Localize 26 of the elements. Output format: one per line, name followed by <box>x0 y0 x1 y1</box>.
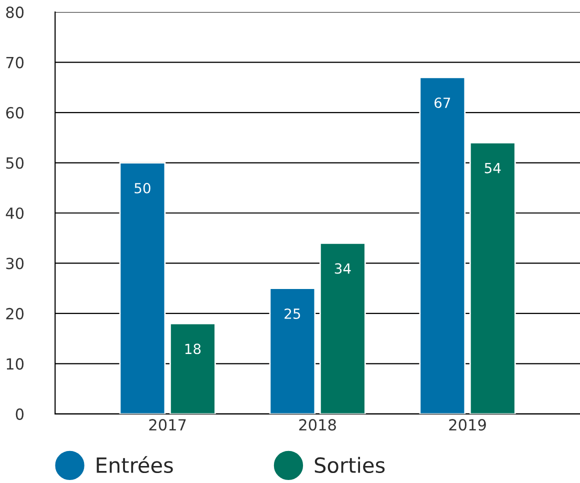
y-tick-label: 0 <box>16 408 24 420</box>
y-tick-label: 10 <box>6 358 24 370</box>
data-label: 25 <box>284 308 300 319</box>
y-tick-label: 40 <box>6 207 24 220</box>
data-label: 34 <box>334 263 351 274</box>
data-label: 54 <box>484 162 501 174</box>
y-tick-label: 50 <box>6 157 24 169</box>
x-tick-label: 2017 <box>149 419 186 431</box>
bar <box>269 288 316 414</box>
data-label: 18 <box>185 344 201 354</box>
bar <box>419 76 466 414</box>
bar <box>469 142 516 414</box>
bar <box>119 162 166 414</box>
x-tick-label: 2018 <box>299 419 336 431</box>
x-tick-label: 2019 <box>449 419 486 431</box>
data-label: 67 <box>434 98 450 108</box>
y-tick-label: 20 <box>6 308 24 320</box>
bar <box>170 322 216 414</box>
y-tick-label: 70 <box>6 56 24 68</box>
y-tick-label: 30 <box>6 258 24 270</box>
data-label: 50 <box>134 182 150 194</box>
bar <box>319 242 366 414</box>
y-tick-label: 80 <box>6 6 24 18</box>
legend-label: Sorties <box>314 456 385 474</box>
legend-label: Entrées <box>96 456 173 474</box>
y-tick-label: 60 <box>6 107 24 119</box>
